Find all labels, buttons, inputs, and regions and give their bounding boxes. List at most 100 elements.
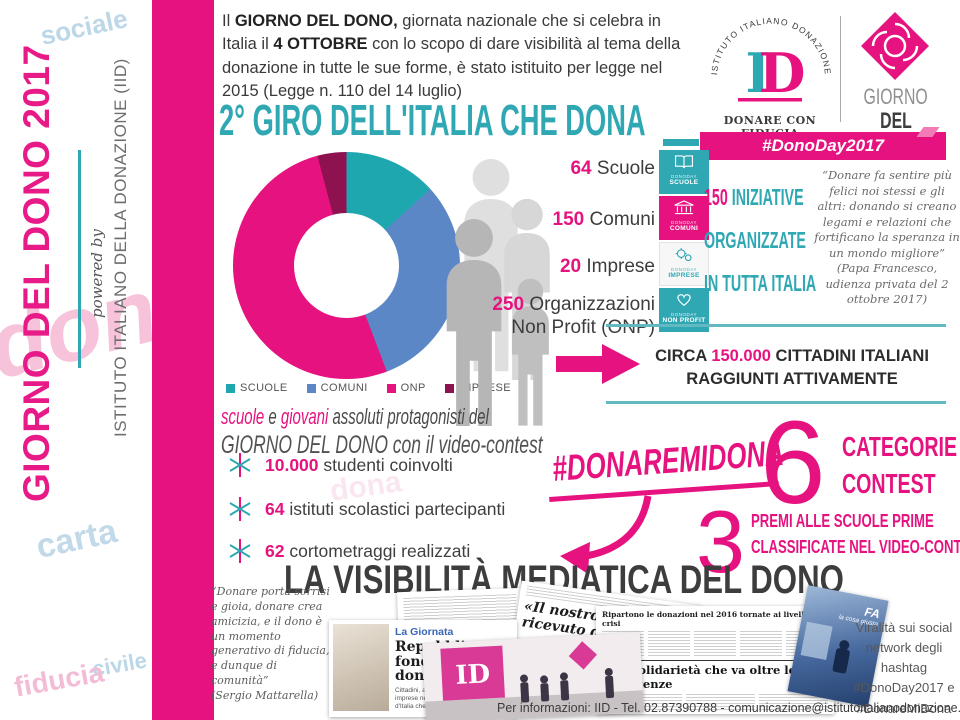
bullet-value: 64 bbox=[265, 498, 285, 519]
newsprint-lines bbox=[759, 694, 828, 712]
prizes-labels: PREMI ALLE SCUOLE PRIME CLASSIFICATE NEL… bbox=[751, 508, 960, 560]
reach-line2: RAGGIUNTI ATTIVAMENTE bbox=[686, 370, 898, 389]
watermark-word: fiducia bbox=[11, 656, 107, 703]
bullet-label: studenti coinvolti bbox=[318, 454, 453, 475]
quote-attribution: (Sergio Mattarella) bbox=[211, 688, 319, 702]
tile-imprese: DONODAY IMPRESE bbox=[659, 242, 709, 286]
section-heading-text: 2° GIRO DELL'ITALIA CHE DONA bbox=[219, 96, 646, 145]
iniziative-line1: 150 INIZIATIVE bbox=[704, 176, 804, 219]
reach-callout: CIRCA 150.000 CITTADINI ITALIANI RAGGIUN… bbox=[636, 345, 948, 391]
intro-paragraph: Il GIORNO DEL DONO, giornata nazionale c… bbox=[222, 10, 698, 104]
divider-rule bbox=[606, 401, 946, 404]
contest-line2: CONTEST bbox=[842, 468, 936, 499]
article-headline: Ripartono le donazioni nel 2016 tornate … bbox=[602, 610, 824, 628]
legend-item: SCUOLE bbox=[226, 382, 288, 394]
protagonists-pink-word: giovani bbox=[280, 404, 329, 429]
stat-label: Organizzazioni bbox=[524, 294, 655, 315]
protagonists-text: e bbox=[264, 404, 281, 429]
stat-label: Comuni bbox=[584, 209, 655, 230]
curved-arrow-icon bbox=[560, 495, 652, 574]
svg-text:I: I bbox=[745, 41, 770, 105]
divider-rule bbox=[606, 324, 946, 327]
stat-value: 20 bbox=[559, 256, 582, 277]
stat-comuni: 150 Comuni bbox=[420, 209, 655, 231]
poster-title-vertical: GIORNO DEL DONO 2017 bbox=[16, 44, 57, 502]
category-tiles: DONODAY SCUOLE DONODAY COMUNI DONODAY IM… bbox=[659, 150, 709, 334]
iniziative-line2: ORGANIZZATE bbox=[704, 227, 806, 253]
prizes-line2: CLASSIFICATE NEL VIDEO-CONTEST bbox=[751, 537, 960, 557]
logo-divider bbox=[840, 16, 841, 122]
iniziative-block: 150 INIZIATIVE ORGANIZZATE IN TUTTA ITAL… bbox=[704, 176, 934, 305]
heart-icon bbox=[677, 294, 691, 307]
svg-text:D: D bbox=[759, 41, 806, 105]
tile-comuni: DONODAY COMUNI bbox=[659, 196, 709, 240]
tile-label: NON PROFIT bbox=[662, 317, 706, 324]
heading-accent-dash bbox=[663, 139, 699, 146]
bullet-studenti: 10.000 studenti coinvolti bbox=[227, 452, 453, 478]
stat-label: Scuole bbox=[591, 158, 655, 179]
gears-icon bbox=[675, 248, 692, 262]
bullet-label: istituti scolastici partecipanti bbox=[284, 498, 506, 519]
tile-label: IMPRESE bbox=[668, 272, 700, 279]
tile-sub: DONODAY bbox=[671, 174, 697, 179]
intro-bold: 4 OTTOBRE bbox=[273, 35, 368, 54]
newsprint-lines bbox=[740, 631, 782, 657]
legend-label: SCUOLE bbox=[240, 382, 288, 394]
legend-swatch bbox=[444, 383, 454, 393]
newsprint-lines bbox=[648, 631, 690, 657]
stat-onp: 250 Organizzazioni Non Profit (ONP) bbox=[420, 294, 655, 340]
watermark-word: carta bbox=[32, 511, 121, 567]
protagonists-text: assoluti protagonisti del bbox=[328, 404, 489, 429]
contest-number: 6 bbox=[760, 397, 826, 529]
watermark-word: civile bbox=[90, 647, 149, 682]
stat-value: 150 bbox=[552, 209, 585, 230]
pope-photo bbox=[333, 624, 389, 711]
legend-swatch bbox=[386, 383, 396, 393]
clip-kicker: La Giornata bbox=[395, 626, 454, 638]
legend-item: COMUNI bbox=[306, 382, 368, 394]
donoday-banner: #DonoDay2017 bbox=[700, 132, 946, 160]
iid-logo: ISTITUTO ITALIANO DONAZIONE I D bbox=[709, 16, 832, 105]
protagonists-line2: GIORNO DEL DONO con il video-contest bbox=[221, 431, 543, 459]
tile-sub: DONODAY bbox=[671, 312, 697, 317]
quote-text: “Donare porta sorrisi e gioia, donare cr… bbox=[211, 585, 330, 688]
tile-sub: DONODAY bbox=[671, 220, 697, 225]
quote-mattarella: “Donare porta sorrisi e gioia, donare cr… bbox=[211, 585, 335, 704]
bullet-value: 62 bbox=[265, 540, 285, 561]
asterisk-icon bbox=[229, 539, 251, 563]
section-heading: 2° GIRO DELL'ITALIA CHE DONA bbox=[219, 96, 907, 146]
divider-line bbox=[78, 150, 81, 368]
contest-line1: CATEGORIE bbox=[842, 431, 958, 462]
tv-screenshot: FA la cosa giusta bbox=[787, 585, 889, 707]
tile-scuole: DONODAY SCUOLE bbox=[659, 150, 709, 194]
sidebar-accent-bar bbox=[152, 0, 214, 720]
stat-value: 250 bbox=[492, 294, 525, 315]
donut-chart bbox=[233, 152, 460, 379]
legend-label: COMUNI bbox=[320, 382, 368, 394]
stat-label-line2: Non Profit (ONP) bbox=[511, 317, 655, 338]
stat-value: 64 bbox=[570, 158, 592, 179]
intro-text: Il bbox=[222, 12, 235, 30]
tv-scene bbox=[800, 621, 850, 674]
stat-label: Imprese bbox=[581, 256, 655, 277]
tv-studio-scene: ID bbox=[425, 641, 644, 720]
tile-label: COMUNI bbox=[669, 225, 699, 232]
contest-labels: CATEGORIE CONTEST bbox=[842, 428, 960, 502]
legend-item: ONP bbox=[386, 382, 426, 394]
asterisk-icon bbox=[229, 453, 251, 477]
svg-text:ID: ID bbox=[455, 659, 491, 691]
stat-imprese: 20 Imprese bbox=[420, 256, 655, 278]
protagonists-pink-word: scuole bbox=[221, 404, 265, 429]
intro-text: con lo scopo di dare visibilità al tema … bbox=[222, 35, 681, 101]
prizes-line1: PREMI ALLE SCUOLE PRIME bbox=[751, 511, 934, 531]
arrow-right-icon bbox=[556, 344, 640, 384]
newsprint-lines bbox=[686, 694, 755, 712]
stat-scuole: 64 Scuole bbox=[420, 158, 655, 180]
legend-label: ONP bbox=[400, 382, 426, 394]
iniziative-value: 150 bbox=[704, 184, 728, 210]
gdd-line1: GIORNO bbox=[863, 84, 929, 109]
organization-name-vertical: ISTITUTO ITALIANO DELLA DONAZIONE (IID) bbox=[111, 58, 130, 437]
quote-text: “Donare fa sentire più felici noi stessi… bbox=[814, 168, 960, 260]
protagonists-line1: scuole e giovani assoluti protagonisti d… bbox=[221, 404, 615, 430]
